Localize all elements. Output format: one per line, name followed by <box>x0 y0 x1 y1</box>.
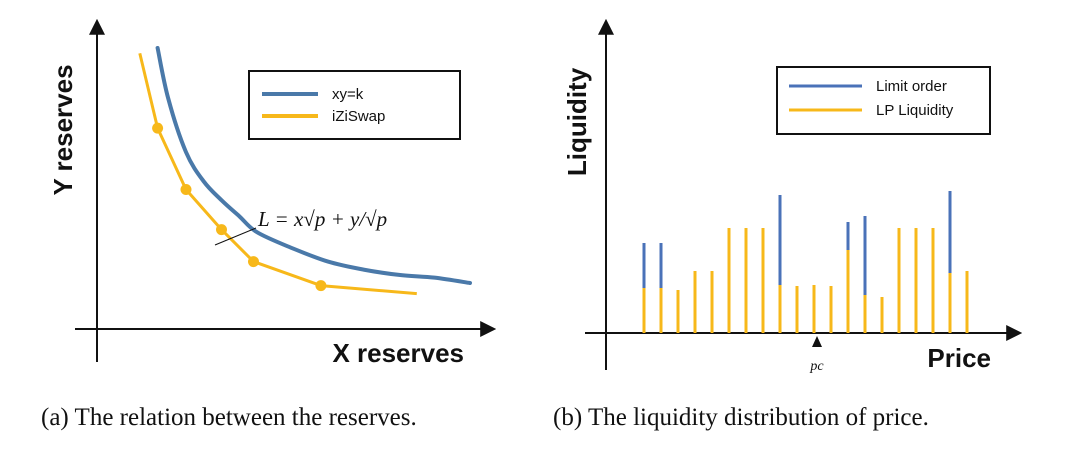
iziswap-marker <box>180 184 192 195</box>
a-caption: (a) The relation between the reserves. <box>41 404 417 431</box>
lp-liquidity-bar <box>880 297 884 333</box>
a-legend: xy=k iZiSwap <box>248 70 461 140</box>
lp-liquidity-bar <box>642 288 646 333</box>
lp-liquidity-bar <box>931 228 935 333</box>
panel-a: Y reserves X reserves L = x√p + y/√p xy=… <box>41 18 497 431</box>
b-legend: Limit order LP Liquidity <box>776 66 991 135</box>
iziswap-marker <box>315 280 327 292</box>
a-xlabel: X reserves <box>332 338 464 368</box>
b-legend-box <box>776 66 991 135</box>
lp-liquidity-bar <box>676 290 680 333</box>
lp-liquidity-bar <box>846 250 850 333</box>
pc-tick-label: pc <box>809 359 824 374</box>
limit-order-bar <box>863 216 867 295</box>
limit-order-bar <box>642 243 646 288</box>
b-bars <box>642 191 969 333</box>
iziswap-markers <box>152 122 327 292</box>
limit-order-bar <box>948 191 952 273</box>
lp-liquidity-bar <box>693 271 697 333</box>
legend-label-xyk: xy=k <box>332 86 364 103</box>
lp-liquidity-bar <box>710 271 714 333</box>
lp-liquidity-bar <box>829 286 833 333</box>
lp-liquidity-bar <box>897 228 901 333</box>
b-xlabel: Price <box>927 343 991 373</box>
lp-liquidity-bar <box>744 228 748 333</box>
annotation-leader <box>214 227 257 246</box>
a-ylabel: Y reserves <box>48 64 78 195</box>
b-ylabel: Liquidity <box>562 67 592 176</box>
lp-liquidity-bar <box>778 285 782 333</box>
legend-label-iziswap: iZiSwap <box>332 108 385 125</box>
panel-b: Liquidity Price pc Limit order LP Liquid… <box>553 18 1023 431</box>
lp-liquidity-bar <box>761 228 765 333</box>
lp-liquidity-bar <box>863 295 867 333</box>
a-legend-box <box>248 70 461 140</box>
pc-tick-marker <box>812 336 822 347</box>
b-caption: (b) The liquidity distribution of price. <box>553 404 929 431</box>
lp-liquidity-bar <box>812 285 816 333</box>
lp-liquidity-bar <box>914 228 918 333</box>
lp-liquidity-bar <box>948 273 952 333</box>
lp-liquidity-bar <box>659 288 663 333</box>
limit-order-bar <box>846 222 850 250</box>
limit-order-bar <box>778 195 782 285</box>
legend-label-lp-liquidity: LP Liquidity <box>876 102 954 119</box>
limit-order-bar <box>659 243 663 288</box>
iziswap-marker <box>216 224 227 236</box>
iziswap-marker <box>248 256 259 268</box>
lp-liquidity-bar <box>727 228 731 333</box>
xy-k-curve <box>155 46 472 285</box>
annotation-formula: L = x√p + y/√p <box>257 207 387 231</box>
iziswap-marker <box>152 122 164 134</box>
legend-label-limit-order: Limit order <box>876 78 947 95</box>
lp-liquidity-bar <box>965 271 969 333</box>
lp-liquidity-bar <box>795 286 799 333</box>
